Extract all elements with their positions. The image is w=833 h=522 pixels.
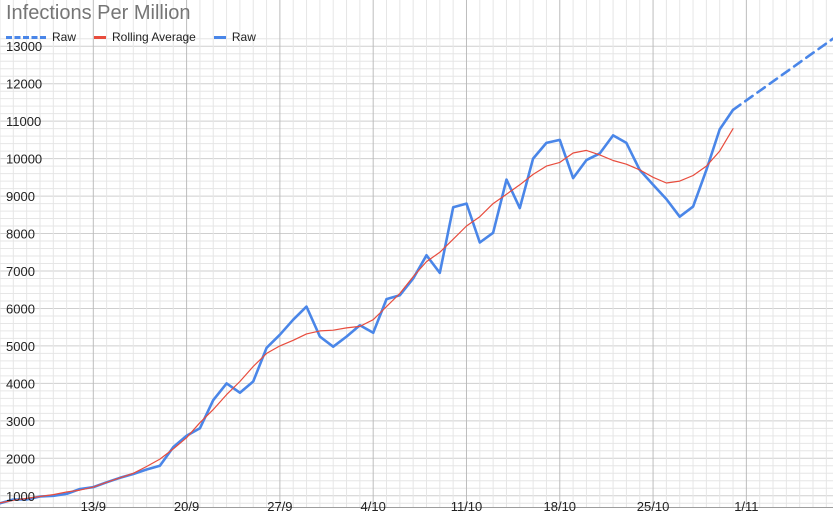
x-tick-label: 13/9 <box>81 499 106 514</box>
x-tick-label: 18/10 <box>544 499 577 514</box>
legend-item-raw-dashed[interactable]: Raw <box>6 30 76 44</box>
legend-swatch-raw-dashed <box>6 35 46 39</box>
x-tick-label: 1/11 <box>734 499 758 514</box>
legend-item-raw-solid[interactable]: Raw <box>213 30 256 44</box>
series-layer <box>0 37 833 505</box>
series-line-raw <box>0 108 735 505</box>
y-tick-label: 3000 <box>6 414 35 429</box>
legend-label-raw-dashed: Raw <box>52 30 77 44</box>
legend-swatch-rolling-average <box>94 35 107 39</box>
x-tick-label: 25/10 <box>637 499 670 514</box>
y-tick-label: 4000 <box>6 376 35 391</box>
y-tick-label: 11000 <box>6 114 41 129</box>
y-tick-label: 2000 <box>6 451 35 466</box>
x-tick-label: 4/10 <box>361 499 386 514</box>
y-tick-label: 5000 <box>6 339 35 354</box>
y-tick-label: 10000 <box>6 152 42 167</box>
y-tick-label: 12000 <box>6 77 42 92</box>
series-line-raw-dashed <box>731 37 833 112</box>
label-layer: 1000 2000 3000 4000 5000 6000 7000 8000 9000 1000… <box>6 39 759 514</box>
y-tick-label: 7000 <box>6 264 35 279</box>
y-tick-label: 6000 <box>6 301 35 316</box>
x-tick-label: 20/9 <box>174 499 199 514</box>
series-line-rolling-average <box>0 128 734 504</box>
grid-layer <box>0 0 833 507</box>
chart-title: Infections Per Million <box>6 2 191 24</box>
y-tick-label: 9000 <box>6 189 35 204</box>
x-tick-label: 11/10 <box>451 499 483 514</box>
x-tick-label: 27/9 <box>267 499 292 514</box>
legend-label-rolling-average: Rolling Average <box>112 30 196 44</box>
legend-label-raw-solid: Raw <box>231 30 256 44</box>
chart-legend: Raw Rolling Average Raw <box>6 30 274 44</box>
legend-item-rolling-average[interactable]: Rolling Average <box>94 30 196 44</box>
y-tick-label: 13000 <box>6 39 42 54</box>
legend-swatch-raw-solid <box>213 35 226 39</box>
y-tick-label: 1000 <box>6 489 35 504</box>
y-tick-label: 8000 <box>6 227 35 242</box>
